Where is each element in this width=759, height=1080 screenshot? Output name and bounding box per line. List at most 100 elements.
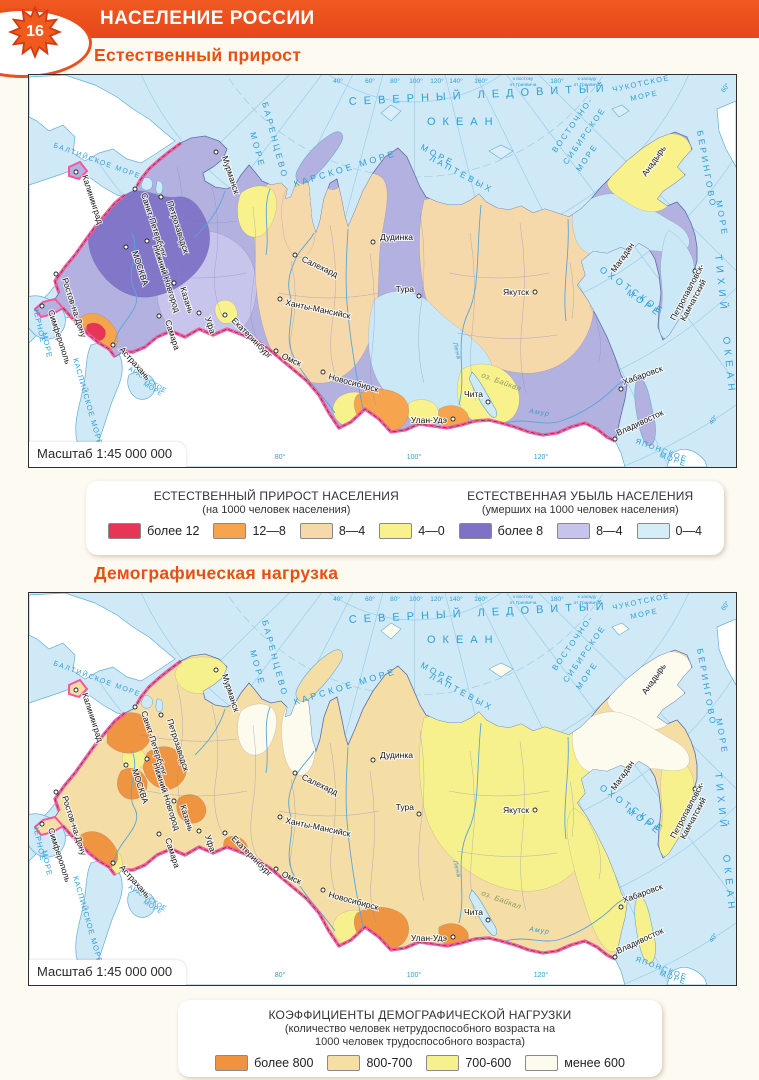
- region-magadan: [572, 711, 690, 776]
- city-label: Якутск: [503, 805, 529, 815]
- arctic-islands: [380, 104, 630, 160]
- crimea-border: [33, 297, 65, 319]
- legend-item-label: менее 600: [564, 1056, 625, 1070]
- lake-baikal: [468, 889, 497, 936]
- arctic-islands: [380, 622, 630, 678]
- city-marker: [416, 293, 422, 299]
- city-marker: [213, 667, 219, 673]
- scale-label: Масштаб 1:45 000 000: [29, 960, 187, 985]
- city-label: Дудинка: [380, 750, 413, 760]
- greenwich-note: от Гринвича: [510, 82, 537, 88]
- longitude-label: 120°: [430, 595, 444, 603]
- legend-item-label: более 12: [147, 524, 200, 538]
- city-marker: [132, 186, 138, 192]
- city-label: Якутск: [503, 287, 529, 297]
- legend-item-label: 800-700: [366, 1056, 413, 1070]
- section-title-natural-growth: Естественный прирост: [94, 45, 302, 65]
- legend-title: КОЭФФИЦИЕНТЫ ДЕМОГРАФИЧЕСКОЙ НАГРУЗКИ: [268, 1008, 572, 1022]
- longitude-label: 40°: [333, 77, 343, 85]
- novaya-zemlya: [295, 649, 343, 702]
- kaliningrad-region: [68, 678, 89, 699]
- sea-label: ОКЕАН: [427, 634, 500, 646]
- region-patches: [78, 651, 695, 952]
- city-marker: [656, 150, 662, 156]
- city-marker: [277, 296, 283, 302]
- city-label: Дудинка: [380, 232, 413, 242]
- legend-item-label: 4—0: [418, 524, 445, 538]
- city-marker: [156, 313, 162, 319]
- color-swatch: [379, 523, 413, 539]
- sea-label: ОКЕАН: [427, 116, 500, 128]
- color-swatch: [327, 1055, 361, 1071]
- color-swatch: [636, 523, 670, 539]
- scale-label: Масштаб 1:45 000 000: [29, 442, 187, 467]
- color-swatch: [557, 523, 591, 539]
- legend-item: 700-600: [426, 1055, 511, 1071]
- city-marker: [692, 268, 698, 274]
- city-marker: [656, 668, 662, 674]
- city-marker: [277, 814, 283, 820]
- longitude-label: 140°: [449, 77, 463, 85]
- city-marker: [370, 757, 376, 763]
- page-number-star-icon: [6, 3, 64, 61]
- lake: [140, 177, 153, 191]
- city-marker: [132, 704, 138, 710]
- longitude-label: 140°: [449, 595, 463, 603]
- city-marker: [171, 798, 177, 804]
- legend-subtitle: 1000 человек трудоспособного возраста): [314, 1036, 526, 1048]
- city-marker: [273, 866, 279, 872]
- page-number: 16: [26, 23, 44, 40]
- city-marker: [624, 248, 630, 254]
- novaya-zemlya: [295, 131, 343, 184]
- longitude-label: 120°: [430, 77, 444, 85]
- city-label: Чита: [464, 389, 483, 399]
- state-border-dash: [54, 142, 616, 442]
- legend-item: 0—4: [636, 523, 702, 539]
- legend-item-label: 8—4: [338, 524, 366, 538]
- state-border-dash: [54, 660, 616, 960]
- city-label: Улан-Удэ: [411, 933, 447, 943]
- legend-item-label: 0—4: [675, 524, 702, 538]
- city-marker: [39, 821, 45, 827]
- color-swatch: [458, 523, 492, 539]
- city-marker: [532, 289, 538, 295]
- longitude-label: 80°: [390, 595, 400, 603]
- greenwich-note: к западу: [578, 77, 597, 82]
- city-marker: [618, 386, 624, 392]
- city-marker: [222, 312, 228, 318]
- legend-title: ЕСТЕСТВЕННЫЙ ПРИРОСТ НАСЕЛЕНИЯ: [153, 489, 399, 503]
- legend-item: более 800: [215, 1055, 313, 1071]
- city-label: Тура: [396, 802, 415, 812]
- city-marker: [158, 194, 164, 200]
- city-marker: [370, 239, 376, 245]
- legend-item-label: 700-600: [465, 1056, 512, 1070]
- city-marker: [612, 954, 618, 960]
- city-marker: [171, 280, 177, 286]
- legend-subtitle: (умерших на 1000 человек населения): [481, 504, 679, 516]
- city-marker: [618, 904, 624, 910]
- city-marker: [123, 244, 129, 250]
- city-marker: [692, 786, 698, 792]
- city-marker: [73, 169, 79, 175]
- city-marker: [53, 789, 59, 795]
- city-marker: [144, 756, 150, 762]
- foreign-land: [29, 75, 736, 467]
- sea-label: Амур: [528, 408, 551, 418]
- city-marker: [485, 399, 491, 405]
- legend-items: более 12 12—8 8—4 4—0: [108, 523, 445, 539]
- rivers: [112, 706, 626, 942]
- color-swatch: [108, 523, 142, 539]
- section-title-demographic-load: Демографическая нагрузка: [94, 563, 339, 583]
- city-marker: [196, 310, 202, 316]
- region-moscow_blob: [88, 190, 210, 298]
- city-marker: [292, 252, 298, 258]
- sea-water: [127, 371, 156, 400]
- city-marker: [156, 831, 162, 837]
- longitude-label: 100°: [407, 453, 422, 461]
- color-swatch: [525, 1055, 559, 1071]
- city-marker: [123, 762, 129, 768]
- greenwich-note: к востоку: [513, 77, 534, 82]
- legend-item-label: более 800: [254, 1056, 314, 1070]
- city-marker: [144, 238, 150, 244]
